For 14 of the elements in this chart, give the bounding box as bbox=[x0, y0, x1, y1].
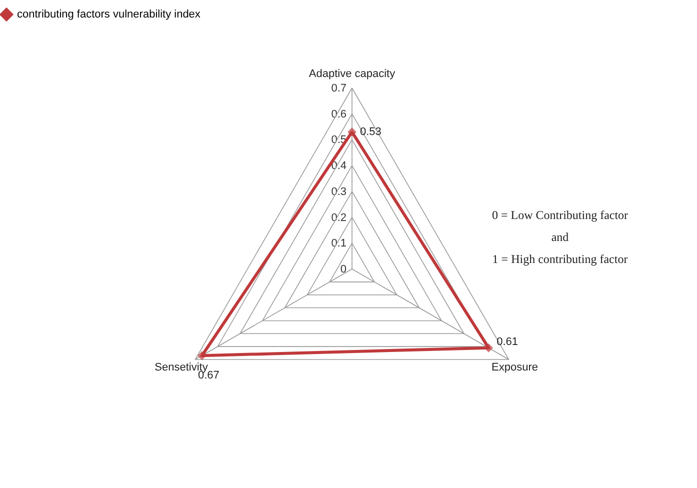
y-tick-label: 0.3 bbox=[331, 186, 346, 198]
spoke-label: Adaptive capacity bbox=[308, 68, 396, 80]
text: 0 = Low Contributing factor bbox=[492, 208, 628, 222]
y-tick-label: 0.7 bbox=[331, 82, 346, 94]
text: 1 = High contributing factor bbox=[492, 252, 628, 266]
data-label: 0.53 bbox=[360, 126, 382, 138]
y-tick-label: 0 bbox=[340, 264, 346, 276]
text: and bbox=[551, 230, 569, 244]
y-tick-label: 0.2 bbox=[331, 212, 346, 224]
y-tick-label: 0.1 bbox=[331, 238, 346, 250]
legend-label: contributing factors vulnerability index bbox=[17, 8, 201, 20]
spoke-label: Exposure bbox=[492, 362, 538, 374]
data-label: 0.61 bbox=[496, 336, 518, 348]
y-tick-label: 0.6 bbox=[331, 108, 346, 120]
